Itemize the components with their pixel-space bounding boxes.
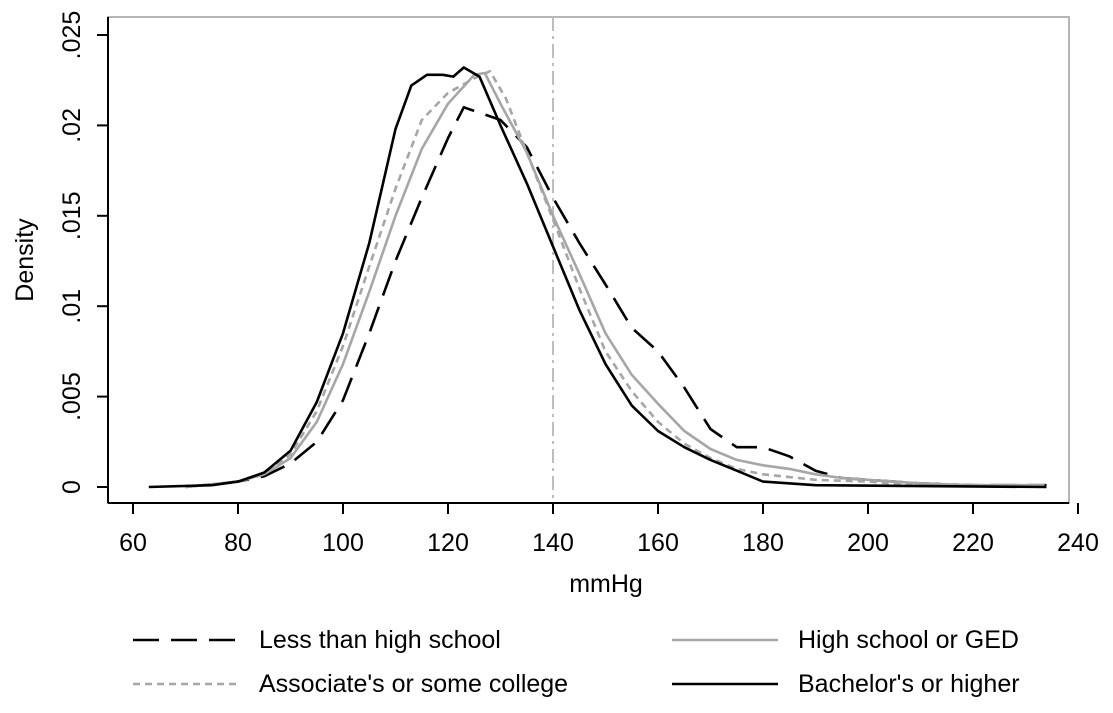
x-tick-label: 60: [119, 529, 147, 557]
x-tick-label: 220: [952, 529, 994, 557]
legend: Less than high school High school or GED A…: [133, 626, 1020, 698]
x-tick-label: 120: [427, 529, 469, 557]
x-tick-label: 240: [1057, 529, 1099, 557]
x-tick-label: 100: [322, 529, 364, 557]
y-tick-label: .005: [58, 372, 86, 421]
y-tick-label: .01: [58, 289, 86, 324]
x-tick-label: 200: [847, 529, 889, 557]
y-axis-label: Density: [11, 218, 39, 302]
series-line-1: [185, 106, 1047, 489]
legend-label: Less than high school: [259, 626, 501, 654]
y-tick-label: .02: [58, 108, 86, 143]
y-axis: 0 .005 .01 .015 .02 .025: [58, 11, 109, 503]
series-line-2: [185, 71, 1042, 489]
y-tick-label: .015: [58, 191, 86, 240]
series-line-3: [185, 69, 1047, 489]
x-tick-label: 80: [224, 529, 252, 557]
x-axis-label: mmHg: [569, 570, 643, 598]
legend-label: High school or GED: [798, 626, 1019, 654]
y-tick-label: .025: [58, 11, 86, 60]
x-tick-label: 160: [637, 529, 679, 557]
legend-label: Associate's or some college: [259, 670, 568, 698]
y-tick-label: 0: [58, 480, 86, 494]
x-tick-label: 140: [532, 529, 574, 557]
x-tick-label: 180: [742, 529, 784, 557]
x-axis: 60 80 100 120 140 160 180 200 220 240: [108, 502, 1099, 557]
plot-frame: [107, 16, 1070, 504]
series-line-4: [148, 66, 1047, 489]
legend-label: Bachelor's or higher: [798, 670, 1020, 698]
series-layer: [148, 66, 1047, 489]
